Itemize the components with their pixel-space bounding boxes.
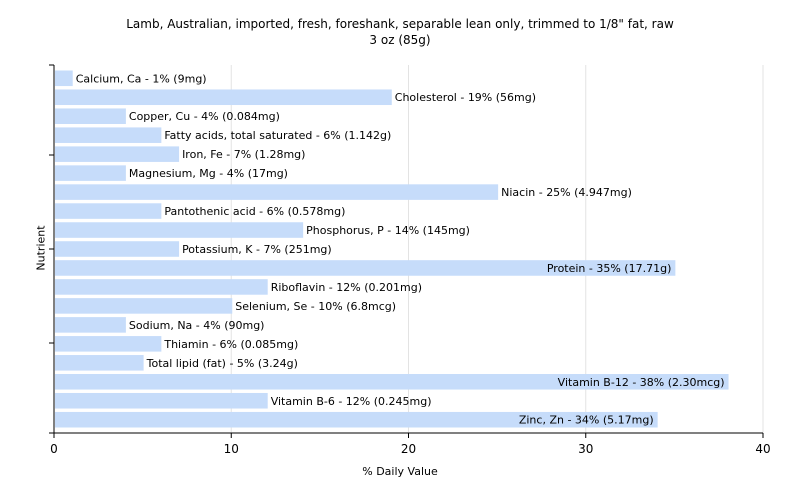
bar [55, 89, 392, 106]
bar [55, 222, 304, 238]
x-tick-label: 30 [578, 442, 593, 456]
bar [55, 165, 126, 181]
bar-data-label: Iron, Fe - 7% (1.28mg) [182, 148, 305, 161]
x-axis-label: % Daily Value [362, 465, 438, 478]
bar-data-label: Calcium, Ca - 1% (9mg) [76, 72, 207, 85]
chart-title-text: Lamb, Australian, imported, fresh, fores… [126, 17, 674, 31]
x-tick-label: 10 [224, 442, 239, 456]
bar-data-label: Phosphorus, P - 14% (145mg) [306, 224, 470, 237]
bar [55, 336, 162, 352]
x-tick-label: 0 [50, 442, 58, 456]
bar [55, 374, 729, 390]
chart-subtitle: 3 oz (85g) [369, 33, 431, 47]
bar-data-label: Sodium, Na - 4% (90mg) [129, 319, 265, 332]
bar [55, 241, 180, 257]
bar [55, 184, 499, 200]
chart-title: Lamb, Australian, imported, fresh, fores… [0, 16, 800, 48]
bar [55, 355, 144, 371]
bar [55, 108, 126, 124]
bar-data-label: Riboflavin - 12% (0.201mg) [271, 281, 422, 294]
bar-data-label: Vitamin B-6 - 12% (0.245mg) [271, 395, 432, 408]
x-tick-label: 40 [755, 442, 770, 456]
bar [55, 146, 180, 162]
bar [55, 392, 268, 409]
bar [55, 279, 268, 295]
x-tick-label: 20 [401, 442, 416, 456]
bar-data-label: Pantothenic acid - 6% (0.578mg) [164, 205, 345, 218]
bar-data-label: Zinc, Zn - 34% (5.17mg) [519, 414, 654, 427]
bar-data-label: Thiamin - 6% (0.085mg) [163, 338, 298, 351]
bar-data-label: Niacin - 25% (4.947mg) [501, 186, 632, 199]
bar-data-label: Magnesium, Mg - 4% (17mg) [129, 167, 288, 180]
bar-data-label: Total lipid (fat) - 5% (3.24g) [146, 357, 298, 370]
bar-data-label: Fatty acids, total saturated - 6% (1.142… [164, 129, 391, 142]
bar-data-label: Protein - 35% (17.71g) [547, 262, 672, 275]
bar [55, 127, 162, 143]
bar-data-label: Vitamin B-12 - 38% (2.30mcg) [558, 376, 725, 389]
bar-data-label: Cholesterol - 19% (56mg) [395, 91, 536, 104]
bar [55, 70, 73, 87]
bar [55, 203, 162, 219]
bar-data-label: Copper, Cu - 4% (0.084mg) [129, 110, 280, 123]
bar-data-label: Potassium, K - 7% (251mg) [182, 243, 332, 256]
bar [55, 298, 233, 314]
bar [55, 260, 676, 276]
y-axis-label: Nutrient [34, 225, 48, 271]
bar [55, 317, 126, 333]
bar [55, 411, 658, 428]
bar-data-label: Selenium, Se - 10% (6.8mcg) [235, 300, 396, 313]
